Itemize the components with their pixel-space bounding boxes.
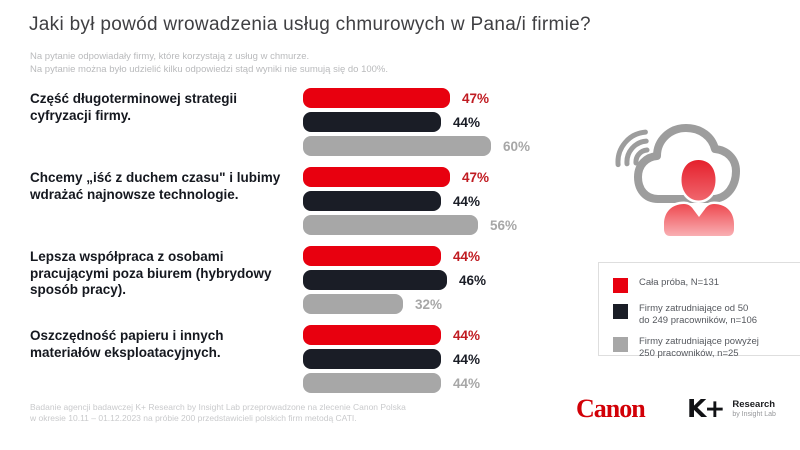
kplus-symbol: K+	[687, 394, 725, 423]
bar	[303, 349, 441, 369]
bar-set: 47% 44% 60%	[303, 88, 530, 160]
chart-groups: Część długoterminowej strategii cyfryzac…	[30, 88, 575, 404]
person-body-icon	[661, 201, 737, 239]
legend-label: Cała próba, N=131	[639, 277, 720, 288]
value-label: 46%	[459, 272, 487, 288]
legend-swatch-icon	[613, 304, 628, 319]
category-label: Chcemy „iść z duchem czasu" i lubimy wdr…	[30, 170, 281, 202]
bar	[303, 215, 478, 235]
legend-item: Cała próba, N=131	[613, 277, 800, 293]
bar-row: 47%	[303, 167, 517, 187]
bar	[303, 191, 441, 211]
value-label: 44%	[453, 248, 481, 264]
bar-set: 47% 44% 56%	[303, 167, 517, 239]
legend-swatch-icon	[613, 337, 628, 352]
chart-group: Oszczędność papieru i innych materiałów …	[30, 325, 575, 393]
bar-row: 44%	[303, 191, 517, 211]
category-label: Lepsza współpraca z osobami pracującymi …	[30, 249, 272, 297]
bar-row: 44%	[303, 349, 480, 369]
bar	[303, 373, 441, 393]
kplus-subtitle: by Insight Lab	[732, 411, 776, 418]
subtitle-line-1: Na pytanie odpowiadały firmy, które korz…	[30, 51, 310, 62]
value-label: 44%	[453, 351, 481, 367]
bar-row: 56%	[303, 215, 517, 235]
bar-row: 44%	[303, 373, 480, 393]
bar-row: 46%	[303, 270, 486, 290]
bar	[303, 294, 403, 314]
value-label: 56%	[490, 217, 518, 233]
chart-group: Chcemy „iść z duchem czasu" i lubimy wdr…	[30, 167, 575, 235]
bar-row: 47%	[303, 88, 530, 108]
bar	[303, 112, 441, 132]
value-label: 44%	[453, 375, 481, 391]
category-label: Część długoterminowej strategii cyfryzac…	[30, 91, 238, 123]
subtitle: Na pytanie odpowiadały firmy, które korz…	[30, 51, 388, 76]
footnote: Badanie agencji badawczej K+ Research by…	[30, 402, 406, 424]
bar-row: 44%	[303, 112, 530, 132]
bar-row: 44%	[303, 246, 486, 266]
value-label: 44%	[453, 193, 481, 209]
value-label: 60%	[503, 138, 531, 154]
bar	[303, 270, 447, 290]
bar	[303, 325, 441, 345]
chart-group: Część długoterminowej strategii cyfryzac…	[30, 88, 575, 156]
legend-label: Firmy zatrudniające powyżej 250 pracowni…	[639, 336, 759, 359]
kplus-name: Research	[732, 399, 776, 410]
bar-set: 44% 46% 32%	[303, 246, 486, 318]
bar-row: 44%	[303, 325, 480, 345]
subtitle-line-2: Na pytanie można było udzielić kilku odp…	[30, 63, 389, 75]
legend-label: Firmy zatrudniające od 50 do 249 pracown…	[639, 303, 758, 326]
bar	[303, 88, 450, 108]
bar	[303, 167, 450, 187]
person-head-icon	[678, 157, 719, 204]
legend-item: Firmy zatrudniające od 50 do 249 pracown…	[613, 303, 800, 326]
chart-group: Lepsza współpraca z osobami pracującymi …	[30, 246, 575, 314]
legend-item: Firmy zatrudniające powyżej 250 pracowni…	[613, 336, 800, 359]
value-label: 44%	[453, 327, 481, 343]
legend: Cała próba, N=131 Firmy zatrudniające od …	[598, 262, 800, 359]
value-label: 32%	[415, 296, 443, 312]
signal-waves-icon	[615, 129, 650, 168]
value-label: 47%	[462, 169, 490, 185]
cloud-user-icon	[600, 112, 770, 252]
legend-swatch-icon	[613, 278, 628, 293]
bar-row: 60%	[303, 136, 530, 156]
value-label: 44%	[453, 114, 481, 130]
category-label: Oszczędność papieru i innych materiałów …	[30, 328, 224, 360]
page-title: Jaki był powód wrowadzenia usług chmurow…	[29, 14, 591, 35]
canon-logo: Canon	[576, 394, 646, 423]
kplus-research-logo: K+ Research by Insight Lab	[687, 396, 776, 421]
kplus-text: Research by Insight Lab	[732, 399, 776, 418]
bar	[303, 246, 441, 266]
footnote-line-1: Badanie agencji badawczej K+ Research by…	[30, 402, 406, 412]
bar-row: 32%	[303, 294, 486, 314]
bar-set: 44% 44% 44%	[303, 325, 480, 397]
bar	[303, 136, 491, 156]
value-label: 47%	[462, 90, 490, 106]
footnote-line-2: w okresie 10.11 – 01.12.2023 na próbie 2…	[30, 413, 357, 423]
